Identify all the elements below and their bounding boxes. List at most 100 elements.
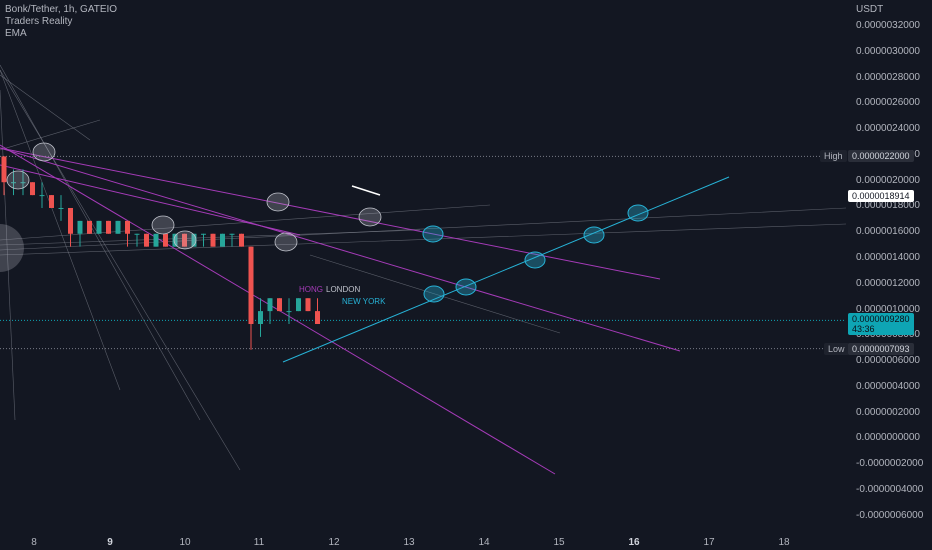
candle-body	[30, 182, 35, 196]
last-price-tag: 0.0000009280 43:36	[848, 313, 914, 335]
time-tick-label: 9	[107, 537, 113, 548]
candle-body	[191, 233, 197, 247]
price-tick-label: 0.0000002000	[856, 406, 920, 418]
touch-point-circle	[0, 224, 24, 272]
candle-body	[229, 233, 235, 235]
candle-body	[58, 207, 64, 209]
price-tick-label: -0.0000004000	[856, 484, 924, 496]
touch-point-circle	[6, 170, 30, 190]
price-tick-label: 0.0000016000	[856, 226, 920, 238]
price-tick-label: 0.0000014000	[856, 252, 920, 264]
high-value: 0.0000022000	[848, 150, 914, 162]
candle-body	[106, 220, 111, 234]
candle-body	[144, 233, 149, 247]
fan-line	[0, 64, 201, 421]
channel-line	[282, 176, 730, 363]
candle-body	[134, 233, 140, 235]
candle-body	[163, 233, 168, 247]
touch-point-circle	[173, 230, 197, 250]
candle-body	[201, 233, 206, 235]
candle-body	[220, 233, 225, 247]
fan-line	[0, 119, 101, 151]
price-tick-label: 0.0000026000	[856, 97, 920, 109]
candle-body	[1, 156, 7, 183]
price-tick-label: 0.0000012000	[856, 277, 920, 289]
candle-body	[210, 233, 216, 247]
candle-body	[267, 298, 273, 312]
price-tick-label: 0.0000006000	[856, 355, 920, 367]
price-tick-label: -0.0000006000	[856, 509, 924, 521]
fan-line	[309, 254, 561, 334]
fan-line	[0, 69, 121, 391]
candle-body	[277, 298, 282, 312]
time-tick-label: 14	[478, 537, 490, 548]
touch-point-circle	[524, 251, 546, 269]
candle-body	[87, 220, 92, 234]
fan-line	[0, 223, 847, 256]
candle-body	[239, 233, 244, 247]
session-hong-kong: HONG	[299, 285, 323, 294]
time-tick-label: 10	[179, 537, 191, 548]
chart-legend: Bonk/Tether, 1h, GATEIO Traders Reality …	[5, 4, 117, 40]
candle-body	[20, 182, 26, 184]
high-label: High	[820, 150, 847, 162]
time-tick-label: 17	[703, 537, 715, 548]
indicator-traders-reality[interactable]: Traders Reality	[5, 16, 73, 27]
bar-countdown: 43:36	[852, 324, 875, 334]
low-label: Low	[824, 343, 849, 355]
candle-body	[96, 220, 102, 234]
price-tick-label: 0.0000030000	[856, 45, 920, 57]
price-tick-label: 0.0000024000	[856, 123, 920, 135]
candle-body	[296, 298, 301, 312]
time-tick-label: 16	[628, 537, 640, 548]
candle-body	[68, 207, 73, 234]
price-tick-label: 0.0000032000	[856, 20, 920, 31]
price-marker: 0.0000018914	[848, 190, 914, 202]
candle-body	[115, 220, 121, 234]
touch-point-circle	[455, 278, 477, 296]
fan-line	[0, 74, 91, 141]
candle-body	[153, 233, 159, 247]
axis-unit-label: USDT	[856, 4, 884, 15]
symbol-title[interactable]: Bonk/Tether, 1h, GATEIO	[5, 4, 118, 15]
fan-line	[0, 207, 847, 251]
touch-point-circle	[274, 232, 298, 252]
trend-line	[0, 164, 301, 236]
candle-body	[315, 311, 320, 324]
indicator-ema[interactable]: EMA	[5, 28, 27, 39]
touch-point-circle	[266, 192, 290, 212]
session-new-york: NEW YORK	[342, 297, 386, 306]
touch-point-circle	[423, 285, 445, 303]
price-tick-label: 0.0000004000	[856, 380, 920, 392]
price-tick-label: 0.0000028000	[856, 71, 920, 83]
touch-point-circle	[358, 207, 382, 227]
time-tick-label: 11	[253, 537, 265, 548]
candle-body	[248, 246, 254, 324]
touch-point-circle	[627, 204, 649, 222]
candle-body	[286, 311, 292, 313]
last-price-value: 0.0000009280	[852, 314, 910, 324]
trend-line	[0, 147, 661, 280]
time-tick-label: 15	[553, 537, 565, 548]
candle-body	[305, 298, 311, 312]
touch-point-circle	[151, 215, 175, 235]
price-tick-label: 0.0000020000	[856, 174, 920, 186]
candle-body	[39, 195, 45, 197]
time-tick-label: 8	[31, 537, 37, 548]
candle-body	[49, 195, 54, 208]
time-tick-label: 13	[403, 537, 415, 548]
candle-body	[11, 182, 16, 184]
touch-point-circle	[32, 142, 56, 162]
price-tick-label: -0.0000002000	[856, 458, 924, 470]
time-tick-label: 12	[328, 537, 340, 548]
candle-body	[77, 220, 83, 234]
touch-point-circle	[583, 226, 605, 244]
candle-body	[125, 220, 130, 234]
time-tick-label: 18	[778, 537, 790, 548]
touch-point-circle	[422, 225, 444, 243]
candle-body	[258, 311, 263, 324]
price-tick-label: 0.0000010000	[856, 303, 920, 315]
price-tick-label: 0.0000000000	[856, 432, 920, 444]
trend-line	[0, 147, 681, 352]
